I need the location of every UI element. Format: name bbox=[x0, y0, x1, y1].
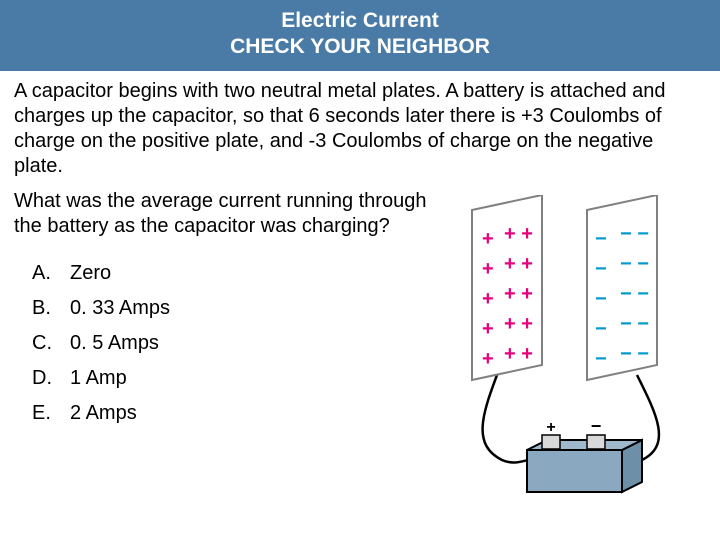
choice-text: Zero bbox=[70, 261, 111, 286]
choice-text: 0. 33 Amps bbox=[70, 296, 170, 321]
capacitor-diagram: + − ++ + ++ + ++ + ++ + ++ + −− − −− − −… bbox=[442, 195, 712, 495]
choice-letter: C. bbox=[32, 331, 70, 356]
svg-text:+: + bbox=[482, 348, 494, 370]
choice-text: 1 Amp bbox=[70, 366, 127, 391]
svg-text:+ +: + + bbox=[504, 253, 533, 275]
choice-letter: A. bbox=[32, 261, 70, 286]
svg-text:− −: − − bbox=[620, 313, 649, 335]
svg-text:− −: − − bbox=[620, 283, 649, 305]
svg-text:+: + bbox=[482, 228, 494, 250]
choice-text: 0. 5 Amps bbox=[70, 331, 159, 356]
svg-text:− −: − − bbox=[620, 343, 649, 365]
svg-text:+ +: + + bbox=[504, 223, 533, 245]
svg-text:+: + bbox=[482, 288, 494, 310]
svg-text:−: − bbox=[595, 228, 607, 250]
svg-text:+ +: + + bbox=[504, 283, 533, 305]
svg-text:−: − bbox=[595, 258, 607, 280]
choice-text: 2 Amps bbox=[70, 401, 137, 426]
svg-text:−: − bbox=[595, 348, 607, 370]
question-text: What was the average current running thr… bbox=[14, 189, 444, 239]
header-title-2: CHECK YOUR NEIGHBOR bbox=[0, 34, 720, 60]
svg-text:+: + bbox=[482, 258, 494, 280]
svg-text:−: − bbox=[595, 318, 607, 340]
svg-text:+ +: + + bbox=[504, 343, 533, 365]
svg-text:− −: − − bbox=[620, 223, 649, 245]
svg-text:+: + bbox=[482, 318, 494, 340]
svg-text:−: − bbox=[591, 416, 602, 436]
svg-text:−: − bbox=[595, 288, 607, 310]
choice-letter: B. bbox=[32, 296, 70, 321]
slide-header: Electric Current CHECK YOUR NEIGHBOR bbox=[0, 0, 720, 71]
header-title-1: Electric Current bbox=[0, 8, 720, 34]
svg-text:− −: − − bbox=[620, 253, 649, 275]
choice-letter: D. bbox=[32, 366, 70, 391]
svg-text:+: + bbox=[546, 419, 555, 436]
intro-text: A capacitor begins with two neutral meta… bbox=[14, 79, 706, 179]
svg-text:+ +: + + bbox=[504, 313, 533, 335]
choice-letter: E. bbox=[32, 401, 70, 426]
